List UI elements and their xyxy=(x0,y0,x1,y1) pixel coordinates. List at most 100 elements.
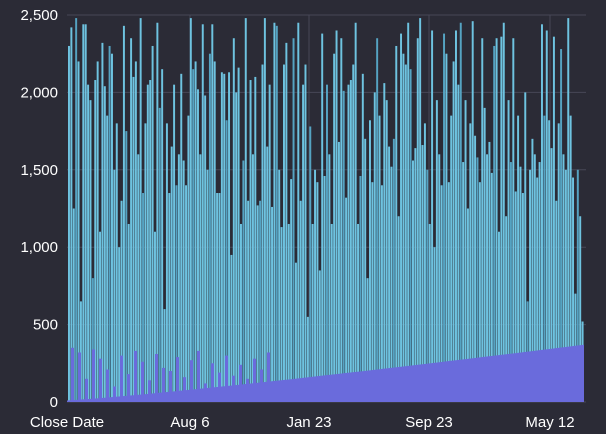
bar[interactable] xyxy=(512,38,515,402)
bar[interactable] xyxy=(318,270,321,402)
bar[interactable] xyxy=(278,169,281,402)
bar[interactable] xyxy=(457,84,460,402)
bar[interactable] xyxy=(223,73,226,402)
bar[interactable] xyxy=(483,107,486,402)
bar[interactable] xyxy=(161,69,164,403)
bar[interactable] xyxy=(314,169,317,402)
bar[interactable] xyxy=(220,72,223,402)
bar[interactable] xyxy=(567,18,570,402)
bar[interactable] xyxy=(576,169,579,402)
bar[interactable] xyxy=(359,175,362,402)
bar[interactable] xyxy=(113,169,116,402)
bar[interactable] xyxy=(75,18,78,402)
bar[interactable] xyxy=(199,154,202,402)
bar[interactable] xyxy=(407,22,410,403)
bar[interactable] xyxy=(316,182,319,402)
bar[interactable] xyxy=(486,154,489,402)
bar[interactable] xyxy=(263,18,266,402)
bar[interactable] xyxy=(371,182,374,402)
bar[interactable] xyxy=(144,123,147,403)
bar[interactable] xyxy=(259,200,262,402)
bar[interactable] xyxy=(364,138,367,402)
bar[interactable] xyxy=(232,38,235,402)
bar[interactable] xyxy=(154,231,156,402)
bar[interactable] xyxy=(177,154,180,402)
bar[interactable] xyxy=(168,193,171,402)
bar[interactable] xyxy=(464,100,467,402)
bar[interactable] xyxy=(435,100,438,402)
bar[interactable] xyxy=(280,227,283,402)
bar[interactable] xyxy=(299,200,302,402)
bar[interactable] xyxy=(541,24,543,402)
bar[interactable] xyxy=(304,64,307,402)
bar[interactable] xyxy=(419,18,422,402)
bar[interactable] xyxy=(163,309,166,402)
bar[interactable] xyxy=(225,120,228,402)
bar[interactable] xyxy=(197,89,199,403)
bar[interactable] xyxy=(292,38,295,402)
bar[interactable] xyxy=(185,185,188,402)
bar[interactable] xyxy=(564,169,567,402)
bar[interactable] xyxy=(493,45,496,403)
bar[interactable] xyxy=(99,231,102,402)
bar[interactable] xyxy=(469,123,472,403)
bar[interactable] xyxy=(326,84,328,402)
bar[interactable] xyxy=(230,254,233,402)
bar[interactable] xyxy=(218,193,221,402)
bar[interactable] xyxy=(450,115,453,403)
bar[interactable] xyxy=(495,38,498,402)
bar[interactable] xyxy=(421,145,424,402)
bar[interactable] xyxy=(388,146,391,402)
bar[interactable] xyxy=(505,216,508,402)
bar[interactable] xyxy=(118,247,121,402)
bar[interactable] xyxy=(414,148,417,402)
bar[interactable] xyxy=(120,200,123,402)
bar[interactable] xyxy=(354,22,357,403)
bar[interactable] xyxy=(373,92,376,403)
bar[interactable] xyxy=(459,22,462,403)
bar[interactable] xyxy=(173,84,176,402)
bar[interactable] xyxy=(211,24,214,402)
bar[interactable] xyxy=(517,115,520,403)
bar[interactable] xyxy=(208,53,211,402)
bar[interactable] xyxy=(452,61,455,402)
bar[interactable] xyxy=(557,123,560,403)
bar[interactable] xyxy=(349,80,352,403)
bar[interactable] xyxy=(127,223,130,402)
bar[interactable] xyxy=(139,18,142,402)
bar[interactable] xyxy=(79,301,82,402)
bar[interactable] xyxy=(306,316,309,402)
bar[interactable] xyxy=(474,135,477,403)
bar[interactable] xyxy=(481,38,484,402)
bar[interactable] xyxy=(392,138,395,402)
bar[interactable] xyxy=(297,22,300,403)
bar[interactable] xyxy=(323,175,326,402)
bar[interactable] xyxy=(268,84,271,402)
bar[interactable] xyxy=(194,61,197,402)
bar[interactable] xyxy=(423,123,426,403)
bar[interactable] xyxy=(158,107,161,402)
bar[interactable] xyxy=(290,179,293,402)
bar[interactable] xyxy=(529,169,532,402)
bar[interactable] xyxy=(340,38,343,402)
bar[interactable] xyxy=(130,38,133,402)
bar[interactable] xyxy=(106,115,109,403)
bar[interactable] xyxy=(507,100,510,402)
bar[interactable] xyxy=(555,200,558,402)
bar[interactable] xyxy=(108,45,111,403)
bar[interactable] xyxy=(115,123,118,403)
bar[interactable] xyxy=(321,33,324,402)
bar[interactable] xyxy=(366,278,369,402)
bar[interactable] xyxy=(579,216,582,402)
bar[interactable] xyxy=(560,49,563,403)
bar[interactable] xyxy=(500,36,503,403)
bar[interactable] xyxy=(309,126,312,403)
bar[interactable] xyxy=(142,193,145,402)
bar[interactable] xyxy=(283,64,285,402)
bar[interactable] xyxy=(77,61,80,402)
bar[interactable] xyxy=(533,154,536,402)
bar[interactable] xyxy=(189,18,192,402)
bar[interactable] xyxy=(550,148,553,402)
bar[interactable] xyxy=(524,92,527,403)
bar[interactable] xyxy=(440,185,443,402)
